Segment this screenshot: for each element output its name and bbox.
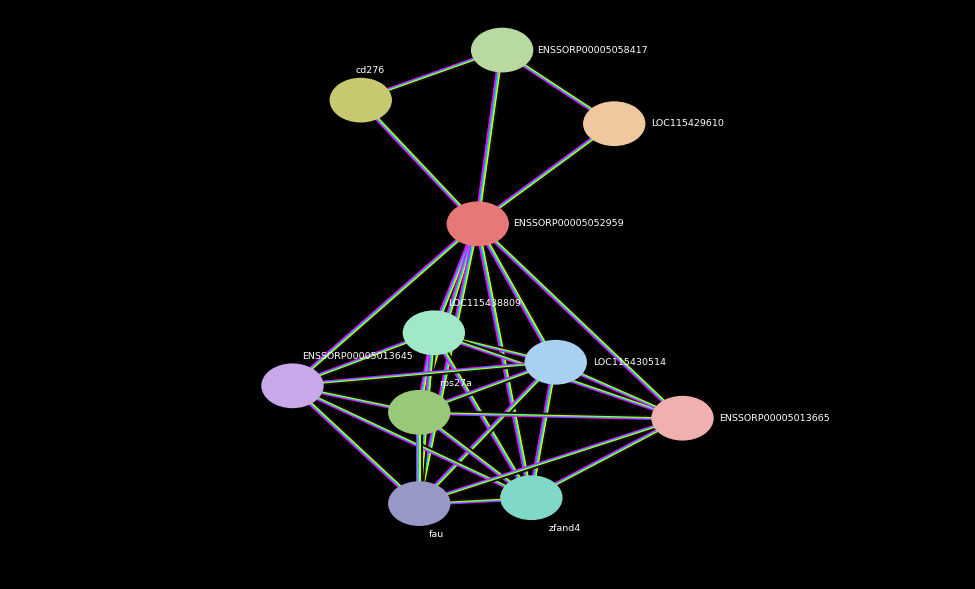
Ellipse shape xyxy=(261,363,324,408)
Ellipse shape xyxy=(525,340,587,385)
Text: fau: fau xyxy=(429,530,445,538)
Text: LOC115430514: LOC115430514 xyxy=(593,358,666,367)
Ellipse shape xyxy=(447,201,509,246)
Text: zfand4: zfand4 xyxy=(549,524,581,532)
Ellipse shape xyxy=(471,28,533,72)
Ellipse shape xyxy=(403,310,465,355)
Text: cd276: cd276 xyxy=(356,67,385,75)
Ellipse shape xyxy=(651,396,714,441)
Ellipse shape xyxy=(500,475,563,520)
Ellipse shape xyxy=(330,78,392,123)
Text: ENSSORP00005013665: ENSSORP00005013665 xyxy=(720,413,831,423)
Text: LOC115438809: LOC115438809 xyxy=(448,299,522,308)
Ellipse shape xyxy=(388,481,450,526)
Text: LOC115429610: LOC115429610 xyxy=(651,119,724,128)
Text: ENSSORP00005013645: ENSSORP00005013645 xyxy=(302,352,413,361)
Ellipse shape xyxy=(583,101,645,146)
Text: rps27a: rps27a xyxy=(439,379,472,388)
Text: ENSSORP00005052959: ENSSORP00005052959 xyxy=(513,219,623,229)
Text: ENSSORP00005058417: ENSSORP00005058417 xyxy=(537,45,647,55)
Ellipse shape xyxy=(388,390,450,435)
